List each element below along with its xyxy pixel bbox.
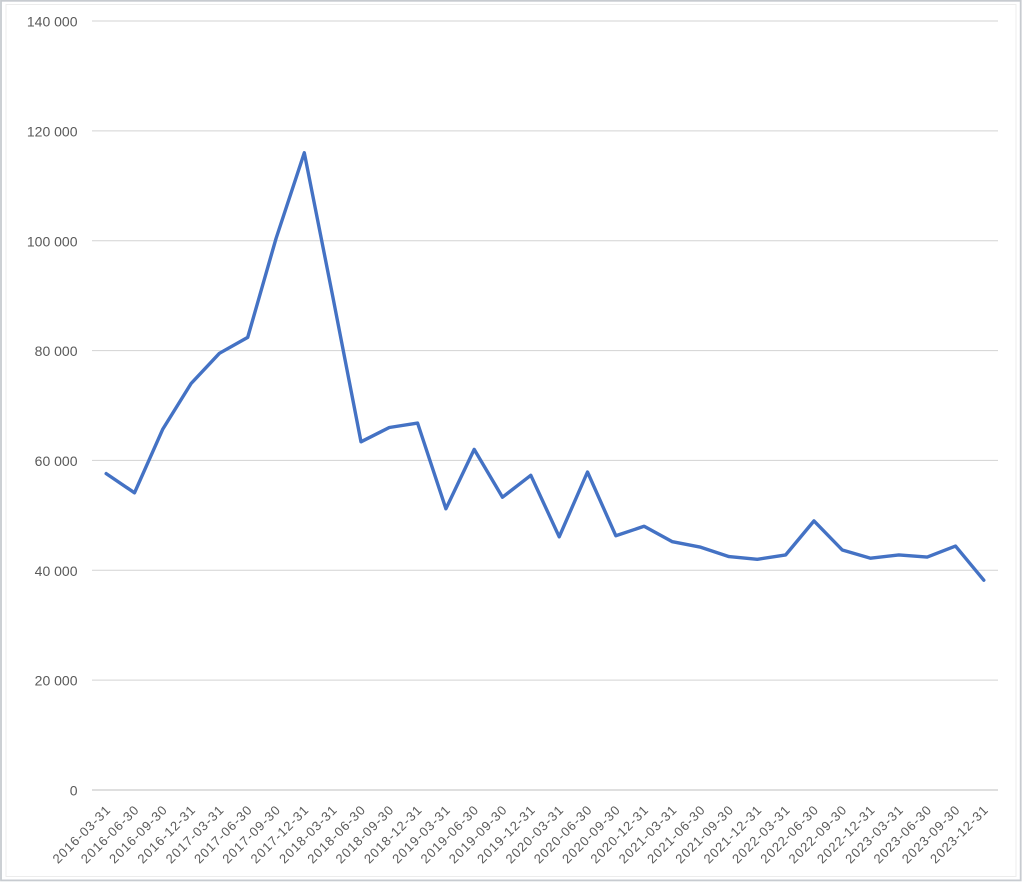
svg-text:80 000: 80 000 [35,343,78,359]
svg-text:40 000: 40 000 [35,563,78,579]
svg-text:60 000: 60 000 [35,453,78,469]
svg-text:100 000: 100 000 [27,233,78,249]
svg-text:140 000: 140 000 [27,14,78,30]
svg-text:120 000: 120 000 [27,124,78,140]
svg-text:0: 0 [70,783,78,799]
svg-text:20 000: 20 000 [35,673,78,689]
